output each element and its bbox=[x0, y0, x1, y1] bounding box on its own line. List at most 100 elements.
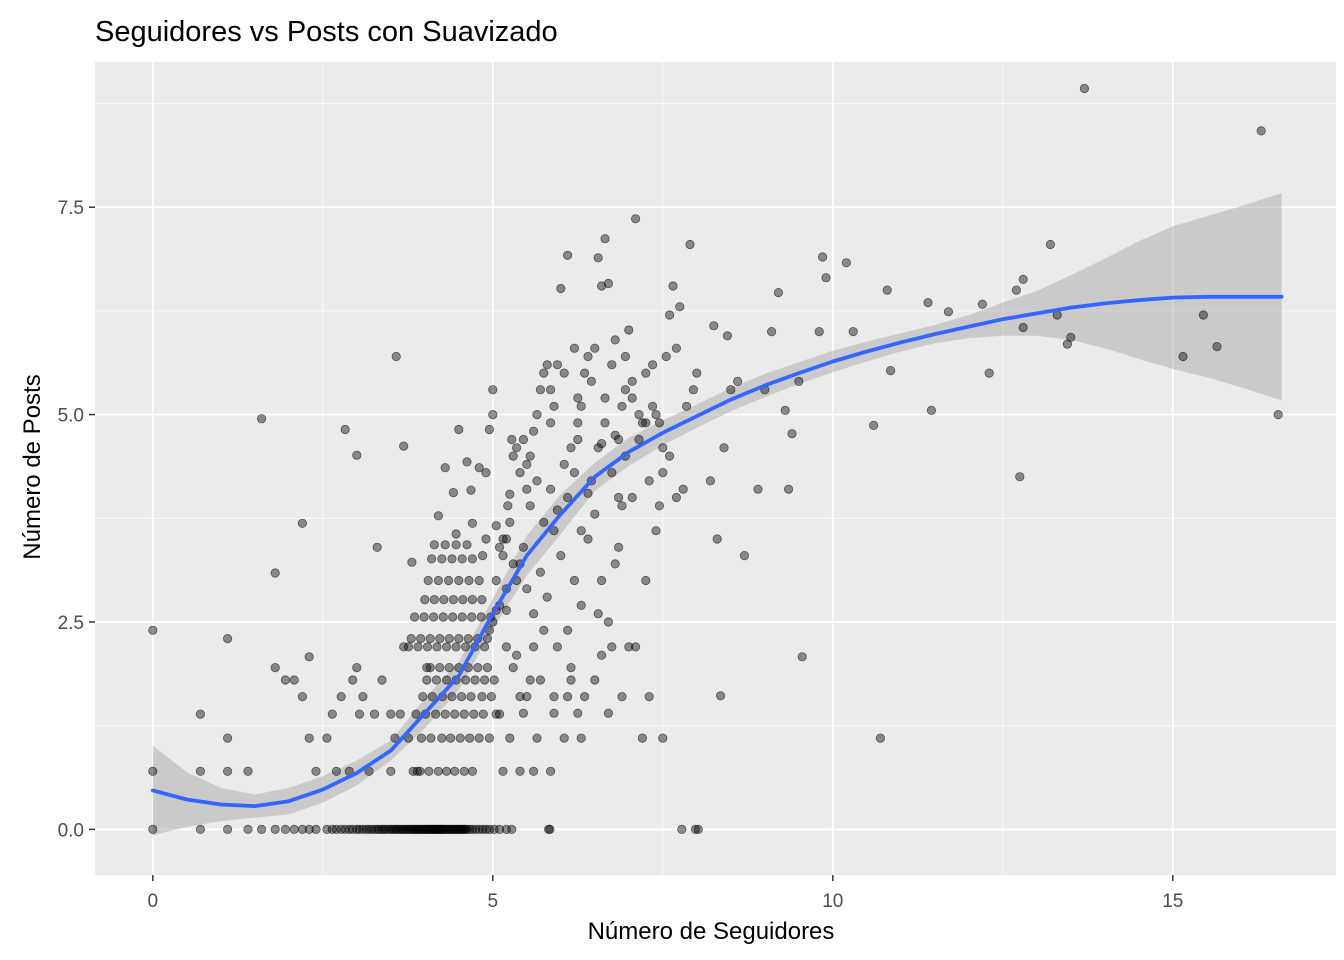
data-point bbox=[579, 691, 590, 702]
data-point bbox=[459, 766, 469, 776]
data-point bbox=[610, 335, 620, 345]
data-point bbox=[549, 691, 559, 702]
data-point bbox=[885, 365, 896, 376]
data-point bbox=[692, 368, 702, 378]
data-point bbox=[562, 625, 573, 635]
data-point bbox=[647, 401, 658, 411]
data-point bbox=[545, 766, 556, 776]
data-point bbox=[424, 766, 434, 776]
data-point bbox=[352, 662, 362, 673]
data-point bbox=[573, 393, 583, 403]
x-axis-ticks: 0 5 10 15 bbox=[148, 875, 1183, 912]
data-point bbox=[460, 675, 471, 685]
data-point bbox=[270, 824, 280, 835]
confidence-band-layer bbox=[152, 193, 1282, 836]
data-point bbox=[448, 612, 458, 622]
data-point bbox=[473, 662, 483, 673]
data-point bbox=[690, 824, 701, 835]
points-layer bbox=[148, 83, 1283, 835]
data-point bbox=[797, 652, 807, 662]
data-point bbox=[466, 691, 476, 702]
plot-panel bbox=[95, 62, 1336, 875]
data-point bbox=[607, 467, 617, 478]
data-point bbox=[525, 451, 535, 461]
data-point bbox=[590, 675, 600, 685]
data-point bbox=[539, 517, 549, 528]
data-point bbox=[474, 463, 484, 473]
data-point bbox=[562, 250, 573, 260]
data-point bbox=[433, 511, 443, 521]
x-axis-title: Número de Seguidores bbox=[588, 918, 835, 945]
data-point bbox=[1212, 341, 1222, 352]
data-point bbox=[926, 405, 937, 415]
data-point bbox=[522, 584, 532, 594]
data-point bbox=[148, 625, 158, 635]
data-point bbox=[455, 733, 465, 743]
data-point bbox=[542, 592, 552, 602]
data-point bbox=[1256, 126, 1266, 136]
data-point bbox=[470, 675, 480, 685]
data-point bbox=[593, 253, 603, 263]
data-point bbox=[726, 385, 736, 395]
data-point bbox=[1045, 239, 1056, 250]
data-point bbox=[501, 605, 511, 616]
data-point bbox=[562, 492, 573, 503]
data-point bbox=[821, 273, 831, 283]
data-point bbox=[437, 733, 447, 743]
data-point bbox=[439, 594, 449, 605]
y-axis-title: Número de Posts bbox=[19, 374, 46, 559]
data-point bbox=[374, 824, 384, 835]
data-point bbox=[463, 633, 473, 644]
data-point bbox=[484, 424, 494, 435]
y-tick-label: 5.0 bbox=[58, 406, 84, 427]
data-point bbox=[596, 650, 607, 660]
data-point bbox=[511, 443, 522, 453]
data-point bbox=[549, 526, 559, 536]
data-point bbox=[431, 709, 441, 719]
data-point bbox=[467, 612, 477, 622]
data-point bbox=[476, 612, 486, 622]
data-point bbox=[411, 709, 421, 719]
data-point bbox=[431, 675, 441, 685]
data-point bbox=[467, 554, 477, 564]
data-point bbox=[671, 343, 682, 353]
data-point bbox=[780, 405, 790, 415]
data-point bbox=[354, 824, 365, 835]
data-point bbox=[545, 484, 556, 494]
data-point bbox=[1178, 351, 1188, 362]
data-point bbox=[573, 434, 583, 445]
data-point bbox=[1066, 332, 1076, 342]
data-point bbox=[518, 434, 529, 445]
data-point bbox=[460, 642, 471, 652]
data-point bbox=[501, 534, 511, 544]
data-point bbox=[390, 733, 400, 743]
data-point bbox=[875, 733, 886, 743]
data-point bbox=[223, 766, 233, 776]
data-point bbox=[462, 457, 472, 467]
smooth-line bbox=[150, 294, 1284, 808]
data-point bbox=[451, 642, 461, 652]
data-point bbox=[607, 642, 617, 652]
data-point bbox=[658, 443, 668, 453]
data-point bbox=[613, 492, 624, 503]
data-point bbox=[522, 484, 532, 494]
data-point bbox=[450, 766, 460, 776]
data-point bbox=[1018, 274, 1028, 284]
data-point bbox=[545, 824, 555, 835]
data-point bbox=[304, 652, 314, 662]
data-point bbox=[773, 287, 784, 298]
grid-minor bbox=[95, 62, 1336, 875]
data-point bbox=[705, 476, 716, 486]
data-point bbox=[444, 662, 454, 673]
data-point bbox=[569, 467, 580, 478]
data-point bbox=[289, 824, 299, 835]
data-point bbox=[693, 824, 703, 835]
data-point bbox=[532, 476, 542, 486]
data-point bbox=[681, 401, 692, 411]
data-point bbox=[576, 526, 586, 536]
data-point bbox=[1079, 83, 1090, 94]
data-point bbox=[596, 281, 607, 291]
y-tick-label: 7.5 bbox=[58, 198, 84, 219]
data-point bbox=[256, 824, 267, 835]
data-point bbox=[477, 824, 488, 835]
